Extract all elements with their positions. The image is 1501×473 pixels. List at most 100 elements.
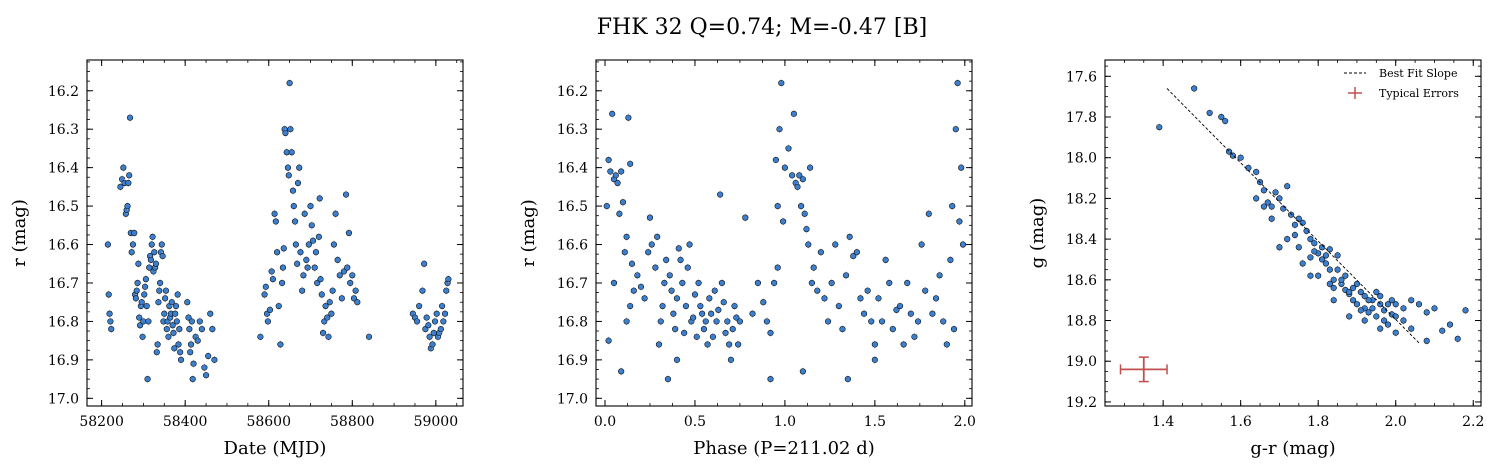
data-point [681,329,688,337]
axes-frame [595,59,973,407]
y-tick-label: 16.5 [48,199,79,215]
y-tick-label: 18.0 [1066,151,1097,167]
x-axis-label: Phase (P=211.02 d) [693,438,875,459]
data-point [670,310,677,317]
data-point [325,333,332,340]
data-point [754,279,762,287]
data-point [338,295,345,302]
data-point [821,295,828,302]
data-point [336,272,343,279]
x-axis-label: g-r (mag) [1250,438,1335,459]
data-point [279,264,287,271]
data-point [141,283,149,290]
data-point [299,287,306,294]
data-point [177,356,185,363]
data-point [1299,219,1306,226]
data-point [682,302,690,310]
data-point [661,279,668,287]
data-point [627,302,634,310]
data-point [828,279,835,287]
data-point [700,326,708,333]
data-point [148,241,155,248]
data-point [673,295,681,302]
data-point [717,191,724,198]
data-point [839,326,846,333]
data-point [1276,195,1283,202]
data-point [695,279,702,287]
data-point [610,279,618,287]
data-point [1454,335,1461,342]
data-point [735,341,742,348]
data-point [108,326,115,333]
y-tick-label: 17.0 [557,391,588,407]
data-point [171,345,178,352]
data-point [350,295,358,302]
data-point [767,375,774,383]
y-tick-label: 16.8 [48,314,79,330]
data-point [419,287,426,294]
data-points [104,79,452,384]
data-point [1373,313,1380,320]
data-point [304,264,311,271]
data-point [1287,211,1295,218]
data-point [801,210,808,217]
y-tick-label: 17.6 [1066,69,1097,85]
data-point [853,249,860,256]
x-tick-label: 2.2 [1462,414,1484,430]
data-point [105,291,112,298]
x-tick-label: 58400 [163,414,208,430]
data-points [603,79,967,384]
data-point [124,202,131,210]
data-points [1156,84,1469,345]
y-tick-label: 18.6 [1066,273,1097,289]
data-point [445,276,452,283]
data-point [749,310,756,317]
x-tick-label: 58600 [246,414,291,430]
data-point [693,333,700,340]
data-point [1280,205,1287,212]
data-point [1365,309,1372,316]
data-point [365,333,373,340]
data-point [177,349,184,356]
data-point [1400,305,1407,312]
data-point [326,299,333,306]
data-point [1260,187,1268,194]
data-point [209,326,216,333]
legend-entry: Typical Errors [1379,87,1459,100]
data-point [174,291,181,298]
data-point [288,149,295,156]
data-point [742,214,749,221]
data-point [294,179,302,187]
data-point [704,341,711,348]
data-point [776,126,783,133]
data-point [266,306,274,313]
data-point [126,114,134,121]
axes-frame [86,59,464,407]
data-point [1315,272,1322,279]
data-point [128,249,135,256]
data-point [305,241,312,248]
data-point [889,326,896,333]
data-point [1307,272,1314,279]
data-point [736,318,744,325]
y-tick-label: 16.3 [48,122,79,138]
data-point [666,272,673,279]
data-point [959,241,967,248]
data-point [138,299,145,306]
data-point [637,283,645,290]
data-point [1423,309,1430,316]
data-point [772,156,780,164]
data-point [144,375,151,383]
x-tick-label: 59000 [414,414,459,430]
data-point [133,287,140,294]
data-point [190,360,197,367]
x-tick-label: 1.4 [1152,414,1174,430]
data-point [1253,195,1260,202]
data-point [125,179,132,187]
data-point [844,375,851,383]
data-point [950,326,958,333]
data-point [1361,317,1368,324]
data-point [943,341,950,348]
data-point [264,318,271,325]
data-point [621,249,628,256]
